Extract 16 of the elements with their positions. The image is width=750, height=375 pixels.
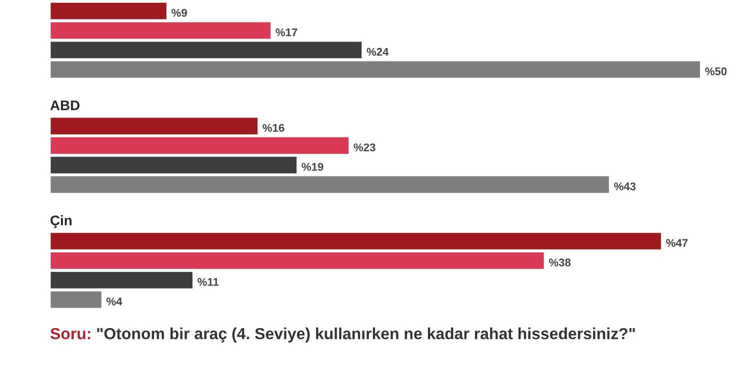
y-tick-label: ABD	[50, 100, 80, 110]
y-tick-label: Çin	[50, 215, 72, 228]
data-label: %38	[548, 258, 571, 266]
data-label: %43	[614, 182, 636, 190]
annotation: "Otonom bir araç (4. Seviye) kullanırken ne kadar rahat hissedersiniz?"	[97, 328, 635, 342]
data-label: %47	[666, 239, 688, 247]
data-label: %11	[198, 278, 219, 286]
data-label: %19	[302, 162, 324, 171]
data-label: %23	[354, 143, 376, 152]
data-label: %16	[262, 124, 284, 132]
data-label: %9	[172, 8, 187, 17]
data-label: %17	[276, 28, 298, 36]
data-label: %4	[106, 298, 122, 306]
data-label: %50	[705, 67, 727, 76]
annotation: Soru:	[50, 328, 90, 340]
data-label: %24	[366, 48, 389, 56]
